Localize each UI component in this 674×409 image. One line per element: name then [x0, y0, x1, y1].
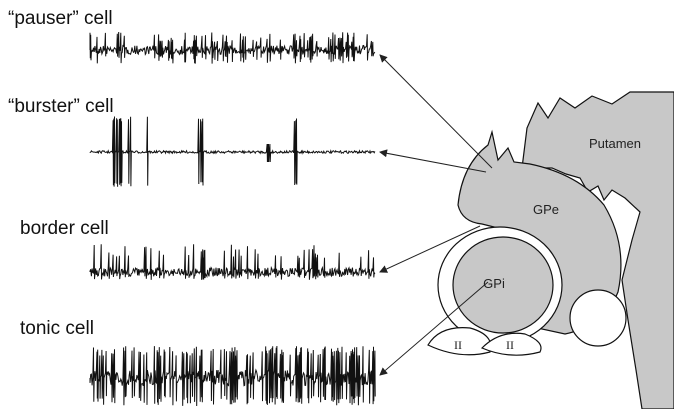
nucleus-circle — [570, 290, 626, 346]
figure: Putamen GPe GPi II II “pauser” cell “bur… — [0, 0, 674, 409]
marker-label: II — [454, 338, 462, 352]
spike-trace — [90, 117, 375, 187]
cell-label: border cell — [20, 218, 109, 239]
region-label: GPe — [533, 202, 559, 217]
cell-label: tonic cell — [20, 318, 94, 339]
spike-trace — [90, 244, 375, 280]
cell-label: “burster” cell — [8, 96, 114, 117]
arrow — [380, 55, 492, 168]
region-label: Putamen — [589, 136, 641, 151]
arrow — [380, 152, 486, 172]
spike-trace — [90, 32, 375, 64]
traces — [90, 32, 375, 406]
marker-label: II — [506, 338, 514, 352]
spike-trace — [90, 346, 375, 406]
cell-label: “pauser” cell — [8, 8, 113, 29]
